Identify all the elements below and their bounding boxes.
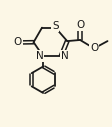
Text: O: O [76, 20, 84, 30]
Text: O: O [90, 43, 98, 53]
Text: N: N [36, 51, 43, 61]
Text: S: S [52, 21, 59, 31]
Text: N: N [61, 51, 69, 61]
Text: O: O [14, 37, 22, 47]
